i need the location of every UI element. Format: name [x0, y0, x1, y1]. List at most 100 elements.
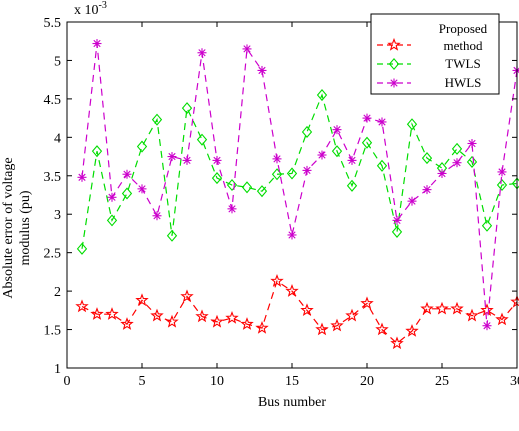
data-point: [92, 39, 102, 49]
data-point: [391, 225, 403, 238]
legend: Proposed method TWLS HWLS: [370, 13, 500, 95]
data-point: [255, 320, 269, 334]
data-point: [347, 155, 357, 165]
data-point: [137, 184, 147, 194]
data-point: [211, 172, 223, 185]
data-point: [317, 150, 327, 160]
data-point: [212, 155, 222, 165]
x-tick-label: 15: [285, 374, 299, 389]
data-point: [392, 215, 402, 225]
data-point: [136, 140, 148, 153]
data-point: [241, 181, 253, 194]
data-point: [90, 307, 104, 320]
data-point: [332, 125, 342, 135]
data-point: [420, 301, 434, 315]
data-point: [437, 168, 447, 178]
data-point: [150, 308, 164, 322]
data-point: [107, 192, 117, 202]
data-point: [360, 296, 374, 310]
data-point: [302, 165, 312, 175]
y-axis-label-line-2: modulus (pu): [18, 190, 33, 265]
data-point: [195, 309, 209, 323]
data-point: [497, 167, 507, 177]
data-point: [180, 289, 194, 303]
y-axis-label-line-1: Absolute error of voltage: [1, 157, 16, 298]
data-point: [496, 178, 508, 192]
data-point: [300, 303, 314, 317]
y-tick-label: 1.5: [44, 324, 62, 339]
data-point: [152, 211, 162, 221]
data-point: [196, 133, 208, 146]
data-point: [242, 44, 252, 54]
data-point: [240, 317, 254, 330]
data-point: [451, 142, 463, 155]
data-point: [481, 219, 493, 232]
data-point: [225, 310, 239, 324]
data-point: [270, 274, 284, 287]
data-point: [257, 65, 267, 75]
data-point: [272, 154, 282, 164]
data-point: [227, 204, 237, 214]
data-point: [197, 48, 207, 58]
legend-entry-twls: TWLS: [377, 56, 481, 71]
data-point: [77, 172, 87, 182]
legend-label-twls: TWLS: [445, 56, 480, 71]
y-tick-label: 5.5: [44, 16, 62, 31]
data-point: [271, 168, 283, 181]
legend-marker-shape: [389, 78, 399, 88]
data-point: [435, 301, 449, 315]
data-point: [120, 317, 134, 330]
data-point: [316, 88, 328, 102]
data-point: [405, 324, 419, 337]
x-tick-label: 20: [360, 374, 374, 389]
legend-marker-shape: [388, 57, 400, 71]
data-point: [285, 284, 299, 297]
y-axis-multiplier: x 10-3: [74, 0, 107, 18]
data-point: [466, 155, 478, 168]
data-point: [330, 318, 344, 332]
y-axis-label: Absolute error of voltage modulus (pu): [1, 157, 33, 298]
data-point: [390, 336, 404, 350]
data-point: [151, 113, 163, 126]
data-point: [286, 167, 298, 180]
data-point: [452, 158, 462, 168]
data-point: [376, 159, 388, 172]
data-point: [91, 145, 103, 158]
data-point: [407, 196, 417, 206]
y-axis-multiplier-base: x 10: [74, 3, 99, 18]
series-0: [75, 274, 519, 350]
legend-marker-twls: [388, 57, 400, 71]
data-point: [362, 113, 372, 123]
series-line: [81, 93, 518, 249]
data-point: [421, 152, 433, 165]
x-tick-label: 10: [210, 374, 224, 389]
data-point: [181, 102, 193, 115]
data-point: [406, 118, 418, 131]
data-point: [450, 301, 464, 315]
axes-layer: 0 5 10 15 20 25 30 1 1.5 2 2.5 3 3.5 4 4.5 5 5.5: [44, 16, 519, 389]
series-layer: [75, 39, 519, 350]
y-tick-label: 1: [54, 362, 61, 377]
data-point: [346, 179, 358, 192]
series-1: [76, 88, 519, 255]
data-point: [467, 138, 477, 148]
data-point: [166, 229, 178, 242]
data-point: [167, 152, 177, 162]
data-point: [495, 312, 509, 326]
x-tick-label: 25: [435, 374, 449, 389]
y-axis-multiplier-exponent: -3: [99, 0, 107, 11]
y-tick-label: 2.5: [44, 247, 62, 262]
data-point: [345, 308, 359, 322]
x-tick-label: 5: [139, 374, 146, 389]
data-point: [361, 136, 373, 149]
data-point: [375, 322, 389, 336]
legend-marker-hwls: [389, 78, 399, 88]
data-point: [210, 314, 224, 328]
data-point: [422, 185, 432, 195]
data-point: [482, 321, 492, 331]
legend-marker-shape: [387, 37, 401, 51]
x-axis-label: Bus number: [258, 395, 326, 410]
data-point: [106, 214, 118, 227]
data-point: [105, 307, 119, 320]
